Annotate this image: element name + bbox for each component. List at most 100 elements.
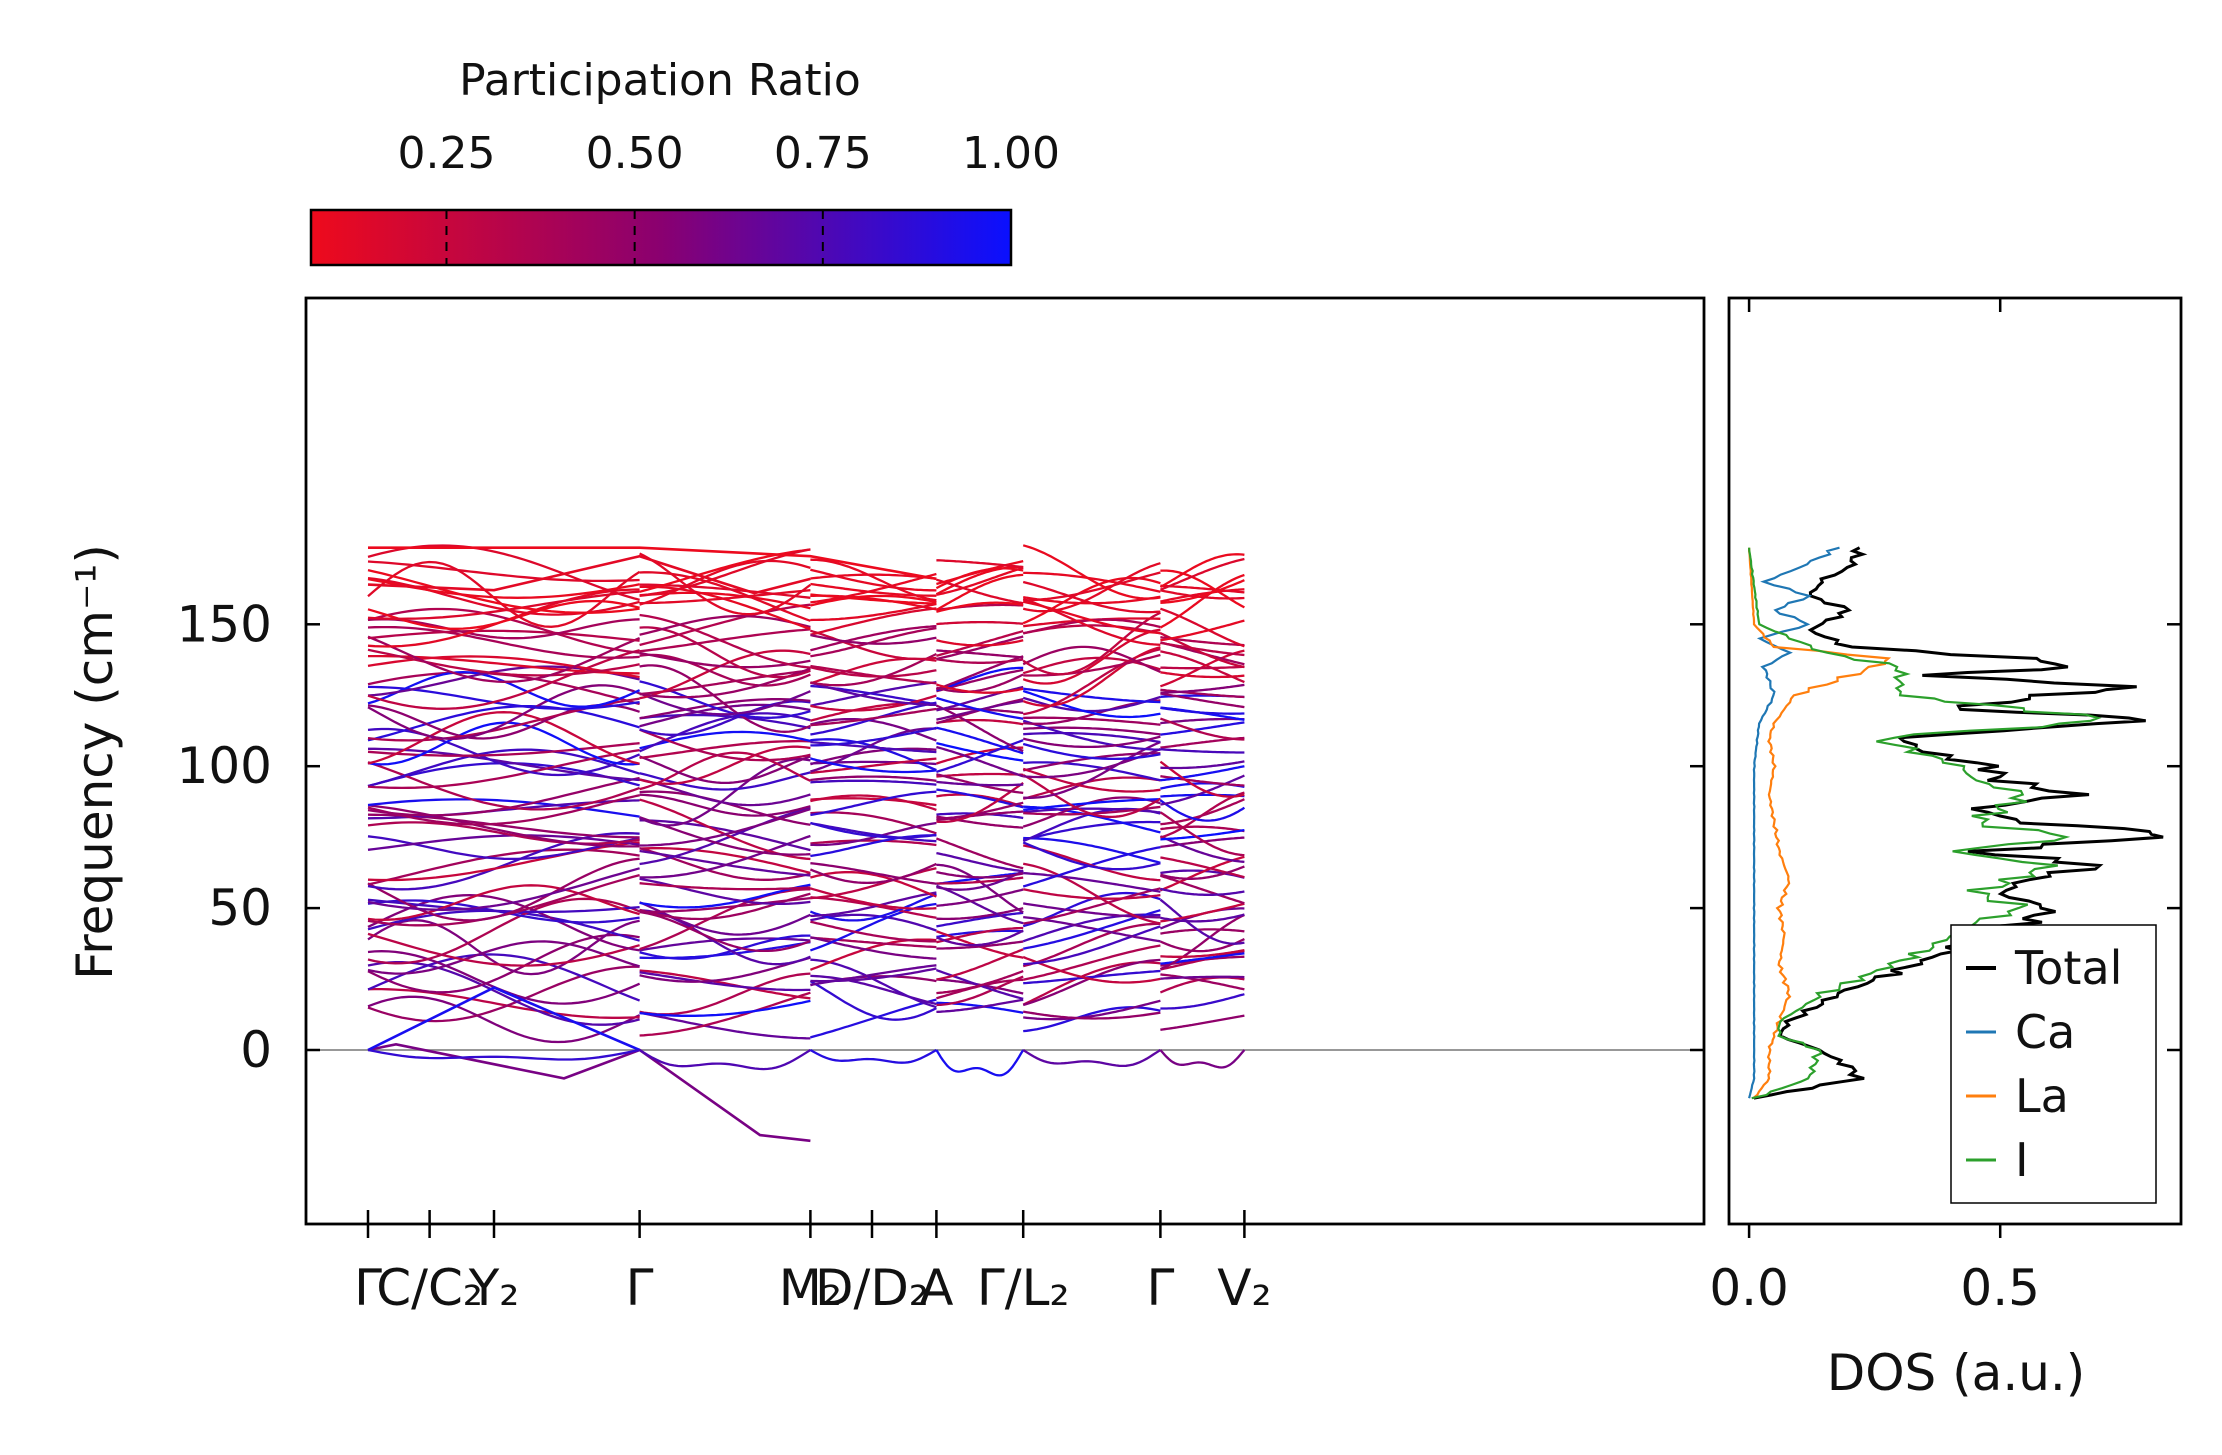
- phonon-branch: [810, 870, 937, 898]
- colorbar-label: Participation Ratio: [459, 55, 861, 106]
- path-tick-label: Y₂: [468, 1259, 520, 1317]
- phonon-branch: [1160, 928, 1245, 935]
- phonon-branch: [1022, 773, 1162, 819]
- phonon-branch: [1160, 765, 1245, 782]
- phonon-branch: [810, 913, 937, 932]
- phonon-branch: [367, 607, 640, 654]
- phonon-branch: [936, 929, 1024, 947]
- phonon-branch: [367, 953, 641, 1002]
- branch-acoustic-rising: [367, 986, 641, 1052]
- phonon-branch: [1023, 862, 1161, 925]
- phonon-branch: [810, 626, 937, 658]
- legend-label-total: Total: [2014, 941, 2122, 995]
- phonon-branch: [936, 683, 1024, 694]
- phonon-branch: [1023, 595, 1161, 605]
- phonon-branch: [936, 851, 1024, 873]
- colorbar-tick-label: 1.00: [962, 128, 1060, 179]
- phonon-branch: [1022, 888, 1161, 900]
- phonon-branch: [639, 649, 811, 700]
- path-tick-label: Γ: [354, 1259, 382, 1317]
- phonon-branch: [936, 696, 1024, 720]
- phonon-branch: [1160, 874, 1245, 905]
- phonon-branch: [936, 907, 1024, 921]
- phonon-branch: [809, 862, 937, 885]
- phonon-branch: [810, 572, 937, 604]
- phonon-branch: [809, 980, 937, 1021]
- phonon-branch: [810, 891, 937, 918]
- phonon-branch: [367, 762, 640, 788]
- phonon-branch: [1160, 1014, 1245, 1031]
- phonon-branch: [1022, 776, 1161, 800]
- path-tick-label: V₂: [1217, 1259, 1271, 1317]
- phonon-branch: [1160, 948, 1245, 958]
- phonon-branch: [639, 751, 811, 791]
- phonon-branch: [1160, 949, 1245, 971]
- phonon-branch: [639, 713, 811, 730]
- phonon-branch: [368, 747, 640, 782]
- phonon-branch: [639, 834, 811, 879]
- phonon-branch: [1022, 955, 1161, 984]
- phonon-branch: [367, 648, 640, 677]
- phonon-branch: [1160, 973, 1245, 991]
- phonon-branch: [367, 711, 640, 765]
- phonon-branch: [367, 834, 640, 851]
- phonon-branch: [936, 940, 1024, 950]
- frequency-axis-ticks: 0 50 100 150: [177, 595, 1704, 1079]
- phonon-branch: [1160, 993, 1245, 1010]
- phonon-branch: [639, 882, 811, 891]
- phonon-branch: [367, 798, 640, 818]
- phonon-branch: [810, 775, 937, 782]
- phonon-branch: [936, 635, 1024, 661]
- phonon-branch: [810, 967, 937, 983]
- phonon-branch: [810, 757, 937, 774]
- phonon-branch: [1160, 913, 1245, 923]
- phonon-branch: [810, 779, 937, 786]
- soft-mode-branch: [1022, 1049, 1162, 1068]
- phonon-branch: [1022, 820, 1161, 842]
- phonon-branch: [367, 742, 640, 757]
- phonon-branch: [1022, 944, 1161, 981]
- phonon-branch: [936, 772, 1024, 778]
- phonon-branch: [1160, 774, 1245, 806]
- dos-legend: Total Ca La I: [1950, 924, 2157, 1204]
- phonon-branch: [1023, 887, 1161, 925]
- phonon-branch: [639, 883, 811, 909]
- phonon-branch: [1022, 922, 1161, 968]
- phonon-branch: [1160, 748, 1245, 754]
- phonon-branch: [1160, 584, 1245, 594]
- phonon-branch: [1023, 687, 1161, 704]
- phonon-branch: [639, 1011, 811, 1040]
- phonon-branch: [1022, 689, 1161, 719]
- phonon-branch: [639, 589, 811, 605]
- phonon-branch: [1160, 887, 1245, 896]
- phonon-branch: [935, 704, 1024, 753]
- phonon-branch: [810, 607, 937, 636]
- phonon-branch: [936, 884, 1024, 925]
- phonon-branch: [1022, 562, 1161, 613]
- soft-mode-branch: [809, 1049, 937, 1064]
- phonon-branch: [639, 667, 811, 699]
- phonon-branch: [639, 910, 811, 953]
- phonon-branch: [810, 726, 937, 747]
- phonon-branch: [936, 566, 1024, 596]
- legend-frame: [1950, 924, 2157, 1204]
- phonon-branch: [810, 602, 937, 622]
- phonon-branch: [1160, 692, 1245, 709]
- legend-label-i: I: [2015, 1133, 2029, 1187]
- dos-curves: [1748, 546, 2164, 1100]
- phonon-branch: [639, 739, 811, 760]
- path-tick-label: M₂: [779, 1259, 842, 1317]
- phonon-branch: [1160, 828, 1245, 841]
- phonon-branch: [1023, 716, 1161, 726]
- phonon-branch: [367, 705, 640, 742]
- phonon-branch: [810, 747, 937, 766]
- phonon-branch: [810, 920, 937, 943]
- phonon-branch: [810, 839, 937, 847]
- phonon-branch: [936, 780, 1024, 787]
- phonon-branch: [367, 899, 640, 924]
- dos-axes-frame: [1727, 296, 2183, 1226]
- dos-series-i: [1748, 547, 2102, 1100]
- phonon-branch: [639, 778, 811, 807]
- phonon-branch: [936, 601, 1024, 613]
